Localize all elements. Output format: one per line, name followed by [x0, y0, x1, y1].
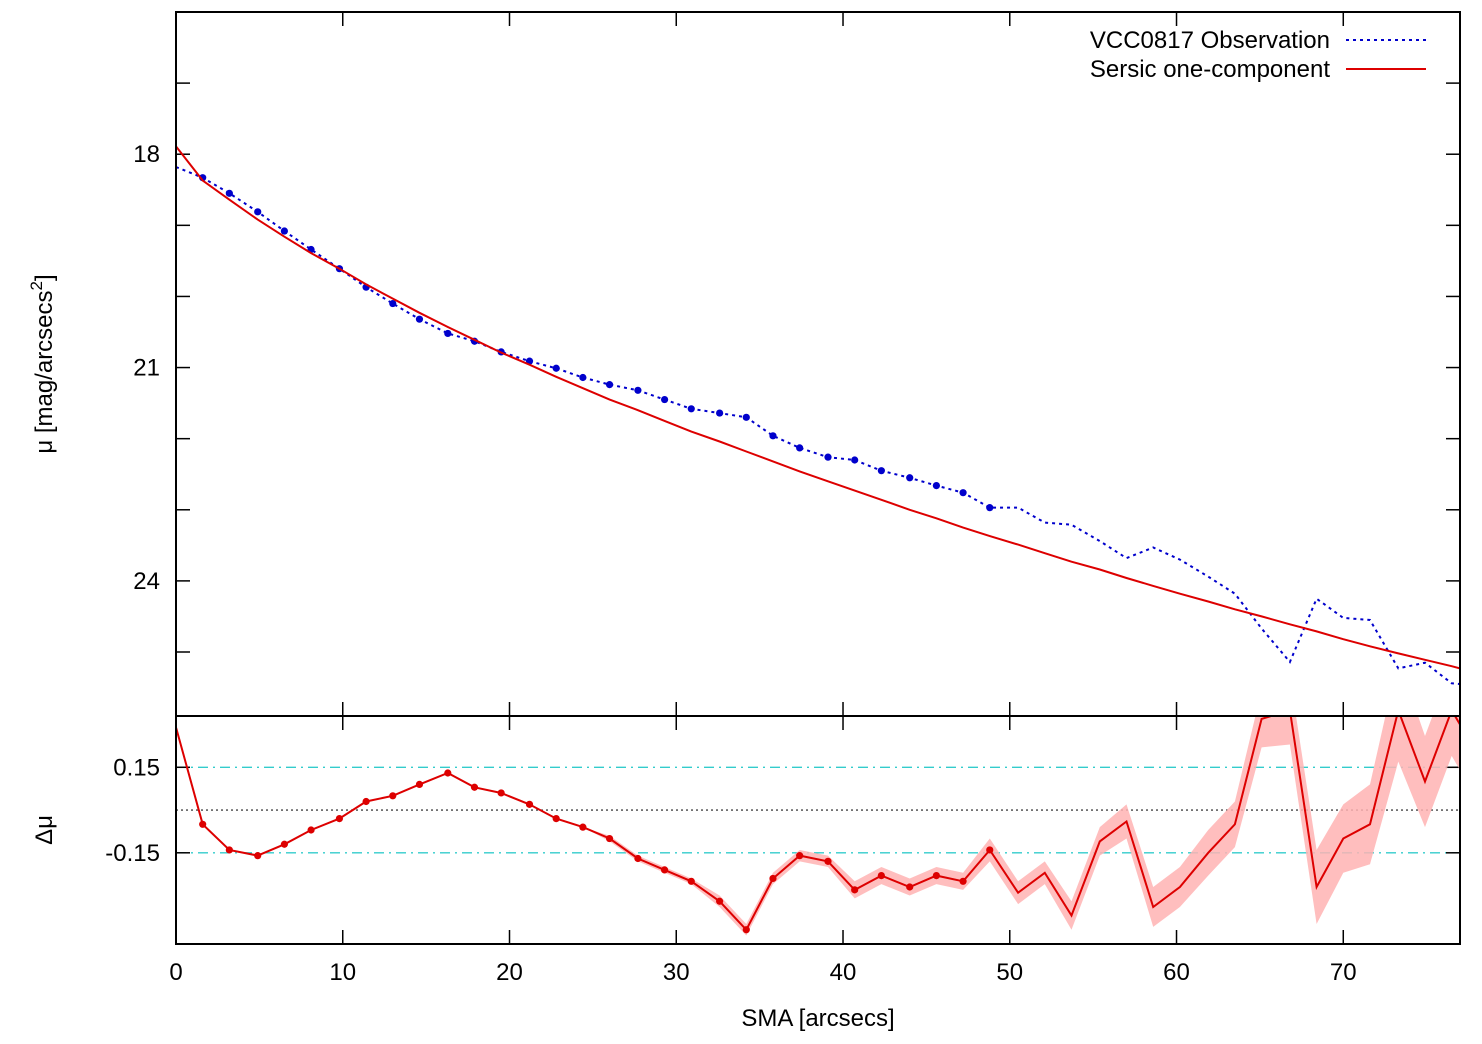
series-line-sersic: [176, 145, 1460, 670]
residual-point: [769, 874, 777, 883]
profile-y-axis-label-superscript: 2: [27, 281, 46, 290]
residual-panel: 0.15 -0.15 Δμ: [31, 715, 1461, 945]
observation-point: [634, 386, 642, 394]
residual-point: [634, 854, 642, 863]
residual-point: [470, 783, 479, 791]
residual-point: [959, 877, 967, 885]
x-tick-label: 0: [169, 959, 182, 986]
observation-point: [415, 315, 424, 323]
observation-point: [716, 409, 724, 417]
profile-y-tick-label: 18: [133, 141, 160, 168]
residual-y-tick-labels: 0.15 -0.15: [105, 754, 160, 867]
observation-point: [824, 453, 832, 461]
residual-point: [254, 852, 262, 860]
observation-point: [906, 474, 914, 482]
residual-point: [796, 852, 804, 860]
residual-point: [605, 834, 614, 843]
profile-y-axis-label-close: ]: [31, 274, 58, 281]
profile-plot-frame: [175, 11, 1461, 717]
residual-y-axis-label: Δμ: [31, 815, 58, 845]
residual-point: [497, 789, 505, 797]
observation-point: [389, 299, 397, 308]
observation-point: [687, 405, 695, 413]
residual-point: [851, 886, 859, 894]
residual-point: [824, 857, 832, 865]
observation-point: [579, 373, 587, 382]
residual-point: [525, 800, 534, 808]
observation-point: [444, 329, 452, 338]
observation-point: [742, 413, 750, 421]
residual-point: [687, 877, 695, 885]
legend-label: Sersic one-component: [1090, 56, 1330, 83]
profile-y-axis-label: μ [mag/arcsecs2]: [27, 274, 58, 453]
x-tick-label: 20: [496, 959, 523, 986]
residual-point: [877, 872, 885, 880]
residual-point: [986, 846, 994, 854]
series-line-observation: [176, 166, 1460, 685]
observation-point: [225, 189, 233, 197]
profile-tick-marks: [176, 82, 1460, 653]
residual-point: [415, 780, 424, 789]
residual-point: [552, 815, 560, 823]
observation-point: [851, 456, 859, 464]
residual-point: [307, 826, 315, 834]
residual-point: [444, 769, 452, 777]
observation-point: [280, 227, 288, 235]
profile-y-axis-label-base: μ [mag/arcsecs: [31, 290, 58, 453]
x-tick-label: 10: [329, 959, 356, 986]
residual-reference-lines: [176, 766, 1460, 854]
residual-point: [579, 823, 587, 831]
residual-y-tick-label: 0.15: [113, 754, 160, 781]
x-tick-label: 60: [1163, 959, 1190, 986]
residual-point: [716, 897, 724, 905]
observation-point: [796, 444, 804, 452]
observation-point: [877, 467, 885, 475]
x-tick-label: 40: [830, 959, 857, 986]
residual-error-band: [176, 716, 1460, 936]
residual-plot-frame: [175, 715, 1461, 945]
observation-point: [254, 208, 262, 216]
residual-point: [199, 820, 207, 828]
profile-series-group: [176, 145, 1460, 685]
x-tick-label: 30: [663, 959, 690, 986]
observation-point: [605, 381, 614, 389]
observation-point: [959, 489, 967, 497]
profile-y-tick-labels: 18 21 24: [133, 141, 160, 595]
x-tick-label: 50: [996, 959, 1023, 986]
residual-point: [389, 792, 397, 800]
residual-point: [280, 840, 288, 848]
residual-point: [225, 846, 233, 854]
x-axis-label: SMA [arcsecs]: [741, 1005, 894, 1032]
profile-panel: 18 21 24 μ [mag/arcsecs2] VCC0817 Observat…: [27, 11, 1461, 717]
residual-series-group: [176, 716, 1460, 936]
x-tick-labels: 0 10 20 30 40 50 60 70: [169, 959, 1356, 986]
residual-point: [742, 926, 750, 934]
x-tick-marks: [175, 12, 1345, 944]
profile-y-tick-label: 24: [133, 568, 160, 595]
observation-point: [552, 364, 560, 372]
residual-point: [660, 866, 669, 874]
profile-y-tick-label: 21: [133, 355, 160, 382]
residual-point: [335, 815, 344, 823]
observation-point: [769, 432, 777, 440]
residual-point: [906, 883, 914, 891]
residual-point: [362, 797, 370, 806]
observation-point: [932, 482, 940, 490]
residual-y-tick-label: -0.15: [105, 840, 160, 867]
x-tick-label: 70: [1330, 959, 1357, 986]
legend-label: VCC0817 Observation: [1090, 27, 1330, 54]
observation-point: [986, 504, 994, 512]
residual-point: [932, 872, 940, 880]
observation-point: [660, 395, 669, 404]
